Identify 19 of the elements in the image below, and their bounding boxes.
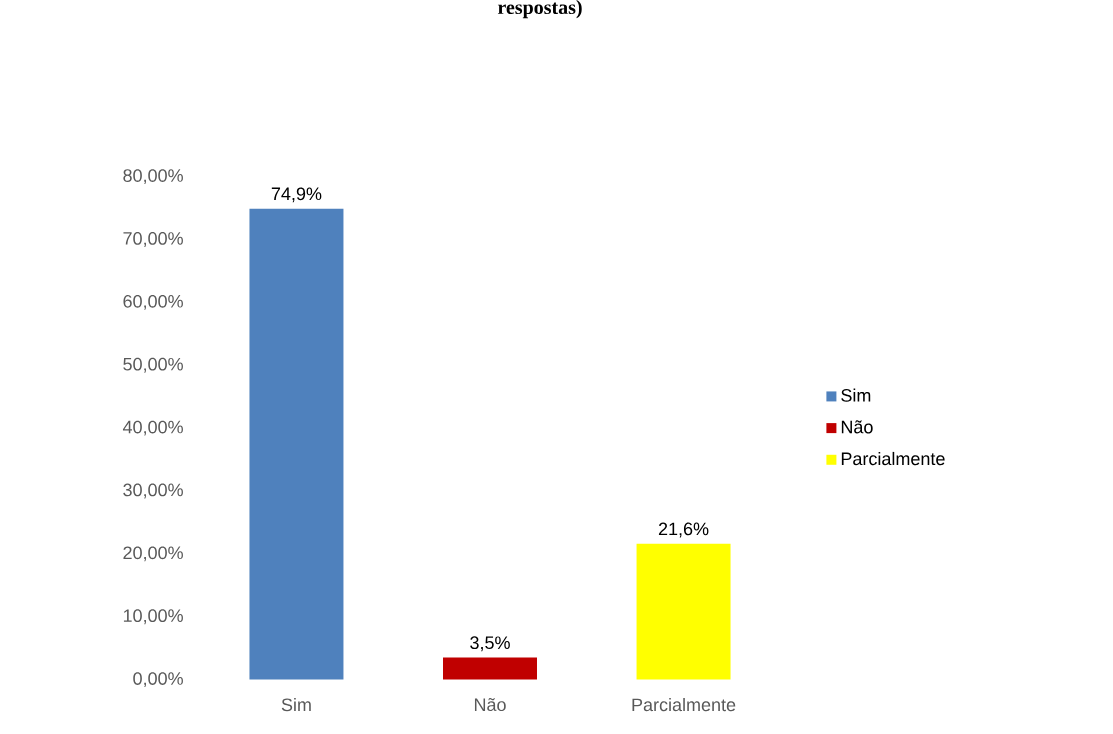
y-tick-label: 70,00% bbox=[123, 232, 183, 248]
x-tick-label: Não bbox=[474, 698, 506, 712]
y-tick-label: 50,00% bbox=[123, 357, 183, 373]
legend-label: Parcialmente bbox=[841, 452, 945, 466]
legend-label: Não bbox=[841, 420, 873, 434]
y-tick-label: 30,00% bbox=[123, 483, 183, 499]
y-tick-label: 40,00% bbox=[122, 420, 183, 436]
data-label: 21,6% bbox=[658, 522, 709, 538]
x-tick-label: Parcialmente bbox=[632, 698, 736, 712]
y-tick-label: 20,00% bbox=[123, 546, 183, 562]
y-tick-label: 60,00% bbox=[123, 295, 183, 310]
y-tick-label: 80,00% bbox=[123, 169, 183, 185]
data-label: 74,9% bbox=[271, 187, 322, 203]
x-tick-label: Sim bbox=[281, 698, 311, 712]
y-tick-label: 0,00% bbox=[133, 672, 183, 688]
legend-label: Sim bbox=[841, 388, 871, 402]
chart-title: respostas) bbox=[497, 0, 582, 19]
data-label: 3,5% bbox=[470, 636, 510, 652]
y-tick-label: 10,00% bbox=[123, 609, 183, 625]
